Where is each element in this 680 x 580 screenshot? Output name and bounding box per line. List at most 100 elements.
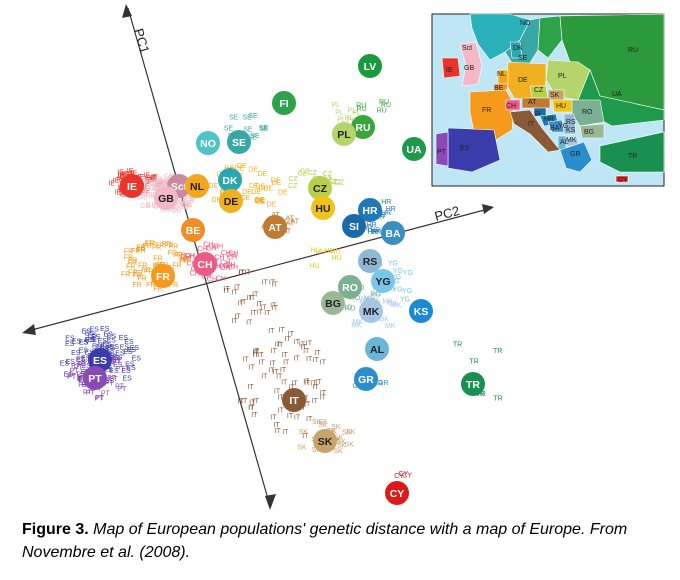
centroid-marker [385, 481, 409, 505]
individual-label: IE [155, 181, 162, 188]
individual-label: IT [299, 342, 306, 349]
individual-label: MK [361, 296, 372, 303]
individual-label: SE [259, 126, 269, 133]
individual-label: SE [224, 126, 234, 133]
centroid-ch: CH [193, 252, 217, 276]
individual-label: IT [278, 407, 285, 414]
individual-label: IT [223, 286, 230, 293]
individual-label: IT [274, 388, 281, 395]
individual-label: PL [347, 117, 356, 124]
individual-label: IT [259, 359, 266, 366]
centroid-hu: HU [311, 196, 335, 220]
individual-label: HU [309, 263, 319, 270]
individual-label: HR [372, 229, 382, 236]
individual-label: ES [81, 355, 91, 362]
individual-label: IT [283, 360, 290, 367]
individual-label: ES [123, 376, 133, 383]
centroid-yg: YG [371, 269, 395, 293]
centroid-tr: TR [461, 372, 485, 396]
individual-label: CH [228, 250, 238, 257]
individual-label: IT [256, 301, 263, 308]
individual-label: PT [117, 386, 127, 393]
individual-label: IT [257, 352, 264, 359]
individual-label: CH [190, 270, 200, 277]
individual-label: FR [134, 270, 143, 277]
individual-label: CZ [328, 179, 338, 186]
individual-label: YG [370, 292, 380, 299]
centroid-marker [151, 264, 175, 288]
individual-label: FR [152, 244, 161, 251]
individual-label: IT [252, 291, 259, 298]
individual-label: GB [177, 196, 187, 203]
individual-label: DE [255, 197, 265, 204]
individual-label: IT [245, 270, 252, 277]
individual-label: IT [232, 290, 239, 297]
centroid-marker [218, 168, 242, 192]
individual-label: ES [72, 339, 82, 346]
individual-label: ES [130, 345, 140, 352]
centroid-marker [308, 176, 332, 200]
individual-label: IT [253, 348, 260, 355]
inset-country-fi [537, 15, 563, 59]
individual-label: ES [110, 344, 120, 351]
individual-label: IE [145, 178, 152, 185]
individual-label: GB [146, 202, 156, 209]
individual-label: PT [67, 374, 77, 381]
centroid-marker [332, 122, 356, 146]
centroid-bg: BG [321, 291, 345, 315]
individual-label: IT [253, 398, 260, 405]
centroid-label: IE [127, 181, 137, 193]
individual-label: DE [208, 183, 218, 190]
individual-label: FR [144, 268, 153, 275]
individual-label: FR [179, 257, 188, 264]
individual-label: IT [272, 305, 279, 312]
individual-label: CH [180, 254, 190, 261]
individual-label: IT [288, 331, 295, 338]
individual-label: IT [310, 381, 317, 388]
individual-label: ES [107, 334, 117, 341]
centroid-no: NO [196, 131, 220, 155]
individual-label: GB [138, 195, 148, 202]
individual-label: ES [125, 362, 135, 369]
individual-label: FR [168, 250, 177, 257]
inset-label-yg: YG [558, 123, 568, 130]
individual-label: IT [252, 352, 259, 359]
centroid-marker [313, 429, 337, 453]
individual-label: FR [136, 247, 145, 254]
individual-label: GB [154, 183, 164, 190]
centroid-marker [351, 115, 375, 139]
individual-label: ES [71, 350, 81, 357]
individual-label: YG [393, 287, 403, 294]
individual-label: IT [277, 342, 284, 349]
centroid-marker [342, 214, 366, 238]
individual-label: SK [299, 429, 309, 436]
individual-label: YG [400, 297, 410, 304]
individual-label: ES [66, 359, 76, 366]
individual-label: DE [271, 178, 281, 185]
individual-label: GB [182, 202, 192, 209]
individual-label: CZ [335, 180, 345, 187]
pc2-axis-label: PC2 [433, 203, 461, 224]
individual-label: GB [184, 198, 194, 205]
individual-label: IT [304, 401, 311, 408]
individual-label: IT [247, 295, 254, 302]
individual-label: IT [314, 350, 321, 357]
individual-label: SK [312, 419, 322, 426]
individual-label: ES [78, 376, 88, 383]
individual-label: ES [106, 345, 116, 352]
centroid-marker [358, 54, 382, 78]
individual-label: SK [312, 447, 322, 454]
individual-label: HR [367, 222, 377, 229]
individual-label: IT [273, 369, 280, 376]
individual-label: IT [271, 348, 278, 355]
centroid-label: LV [364, 61, 377, 73]
centroid-marker [282, 388, 306, 412]
inset-label-ch: CH [506, 103, 516, 110]
centroid-label: RS [363, 256, 378, 268]
individual-label: FR [162, 241, 171, 248]
inset-label-ie: IE [446, 67, 453, 74]
individual-label: FR [136, 244, 145, 251]
individual-label: IT [304, 380, 311, 387]
individual-label: ES [105, 348, 115, 355]
individual-label: YG [402, 288, 412, 295]
